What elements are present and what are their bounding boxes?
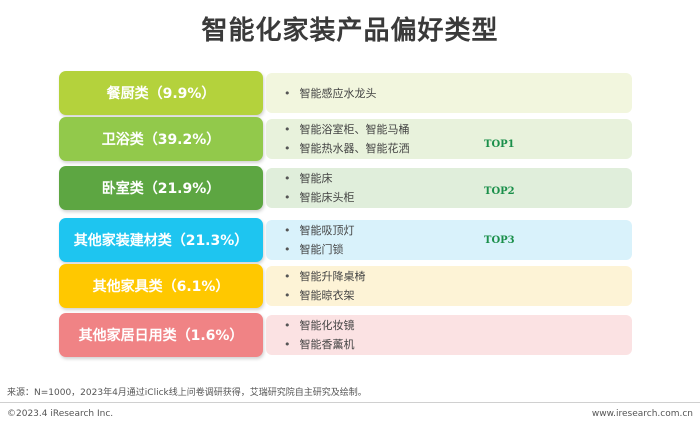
category-row-kitchen: 餐厨类（9.9%） 智能感应水龙头 [0, 71, 700, 115]
product-item: 智能浴室柜、智能马桶 [284, 120, 632, 139]
product-item: 智能门锁 [284, 240, 632, 259]
source-note: 来源：N=1000，2023年4月通过iClick线上问卷调研获得，艾瑞研究院自… [7, 388, 367, 398]
category-row-furniture: 其他家具类（6.1%） 智能升降桌椅 智能晾衣架 [0, 264, 700, 308]
rank-badge-top2: TOP2 [484, 186, 515, 197]
product-panel: 智能化妆镜 智能香薰机 [266, 315, 632, 355]
product-item: 智能床 [284, 169, 632, 188]
product-item: 智能升降桌椅 [284, 267, 632, 286]
footer-divider [0, 402, 700, 403]
product-item: 智能晾衣架 [284, 286, 632, 305]
category-label: 其他家具类（6.1%） [59, 264, 263, 308]
product-item: 智能热水器、智能花洒 [284, 139, 632, 158]
product-item: 智能床头柜 [284, 188, 632, 207]
product-item: 智能吸顶灯 [284, 221, 632, 240]
category-label: 卧室类（21.9%） [59, 166, 263, 210]
category-label: 其他家居日用类（1.6%） [59, 313, 263, 357]
rank-badge-top1: TOP1 [484, 139, 515, 150]
website-link[interactable]: www.iresearch.com.cn [591, 409, 693, 419]
product-panel: 智能升降桌椅 智能晾衣架 [266, 266, 632, 306]
category-row-building-materials: 其他家装建材类（21.3%） 智能吸顶灯 智能门锁 TOP3 [0, 218, 700, 262]
category-row-bathroom: 卫浴类（39.2%） 智能浴室柜、智能马桶 智能热水器、智能花洒 TOP1 [0, 117, 700, 161]
copyright: ©2023.4 iResearch Inc. [7, 409, 114, 419]
product-item: 智能感应水龙头 [284, 84, 632, 103]
product-item: 智能化妆镜 [284, 316, 632, 335]
product-panel: 智能浴室柜、智能马桶 智能热水器、智能花洒 [266, 119, 632, 159]
product-panel: 智能床 智能床头柜 [266, 168, 632, 208]
page-title: 智能化家装产品偏好类型 [201, 16, 499, 46]
product-panel: 智能感应水龙头 [266, 73, 632, 113]
category-row-bedroom: 卧室类（21.9%） 智能床 智能床头柜 TOP2 [0, 166, 700, 210]
product-item: 智能香薰机 [284, 335, 632, 354]
category-label: 其他家装建材类（21.3%） [59, 218, 263, 262]
category-row-daily-use: 其他家居日用类（1.6%） 智能化妆镜 智能香薰机 [0, 313, 700, 357]
category-label: 餐厨类（9.9%） [59, 71, 263, 115]
category-label: 卫浴类（39.2%） [59, 117, 263, 161]
product-panel: 智能吸顶灯 智能门锁 [266, 220, 632, 260]
rank-badge-top3: TOP3 [484, 235, 515, 246]
